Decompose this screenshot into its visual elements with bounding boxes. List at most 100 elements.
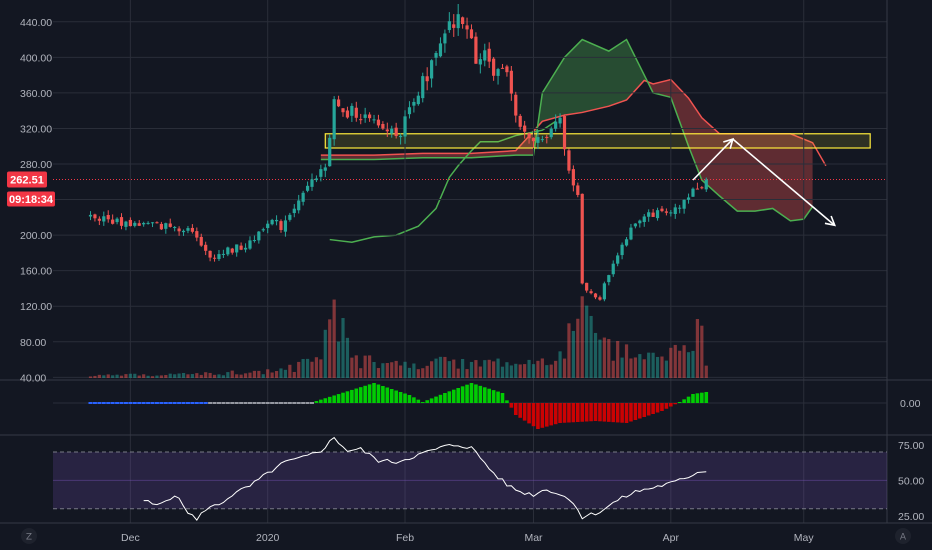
oscillator-bar: [576, 403, 580, 422]
volume-bar: [620, 357, 624, 378]
candle-body: [297, 200, 301, 211]
candle-body: [523, 125, 527, 132]
candle-body: [305, 185, 310, 191]
volume-bar: [554, 360, 558, 378]
volume-bar: [607, 339, 611, 378]
volume-bar: [465, 369, 469, 378]
candle-body: [106, 214, 110, 220]
volume-bar: [673, 344, 677, 378]
candle-body: [642, 216, 646, 223]
oscillator-bar: [416, 399, 421, 403]
oscillator-bar: [513, 403, 518, 415]
oscillator-bar: [434, 396, 438, 403]
candle-body: [474, 36, 478, 64]
volume-bar: [319, 359, 323, 378]
volume-bar: [279, 368, 283, 378]
volume-bar: [655, 356, 660, 378]
candle-body: [695, 188, 700, 190]
oscillator-signal-gray: [212, 402, 217, 404]
oscillator-signal-blue: [177, 402, 182, 404]
oscillator-bar: [509, 403, 514, 408]
volume-bar: [97, 374, 101, 378]
candle-body: [177, 228, 181, 232]
oscillator-bar: [443, 393, 447, 403]
candle-body: [593, 293, 598, 298]
zoom-icon[interactable]: [21, 528, 37, 544]
oscillator-signal-blue: [137, 402, 142, 404]
time-tick-label: Mar: [524, 532, 543, 544]
volume-bar: [212, 374, 217, 378]
volume-bar: [633, 357, 637, 378]
candle-body: [212, 257, 217, 259]
oscillator-bar: [465, 384, 469, 403]
oscillator-signal-blue: [88, 402, 93, 404]
candle-body: [111, 219, 115, 224]
volume-bar: [274, 371, 279, 378]
auto-scale-icon[interactable]: [895, 528, 911, 544]
volume-bar: [567, 323, 571, 378]
oscillator-bar: [407, 395, 412, 403]
candle-body: [492, 58, 496, 76]
volume-bar: [483, 360, 487, 378]
candle-body: [434, 53, 438, 58]
volume-bar: [164, 375, 168, 378]
oscillator-bar: [646, 403, 651, 416]
oscillator-bar: [389, 389, 394, 403]
volume-bar: [221, 375, 225, 378]
candle-body: [412, 101, 416, 106]
oscillator-signal-blue: [92, 402, 97, 404]
volume-bar: [580, 296, 584, 378]
volume-bar: [239, 374, 243, 378]
price-tick-label: 440.00: [20, 17, 52, 29]
candle-body: [328, 137, 332, 167]
candle-body: [119, 217, 124, 226]
time-tick-label: Dec: [121, 532, 140, 544]
oscillator-bar: [536, 403, 540, 429]
oscillator-signal-blue: [168, 402, 173, 404]
oscillator-bar: [615, 403, 620, 423]
oscillator-bar: [367, 384, 372, 403]
candle-body: [137, 223, 141, 226]
candle-body: [173, 227, 177, 229]
volume-bar: [195, 373, 199, 378]
volume-bar: [434, 358, 438, 378]
volume-bar: [642, 359, 646, 378]
oscillator-bar: [607, 403, 611, 422]
volume-bar: [562, 358, 567, 378]
oscillator-signal-blue: [106, 402, 111, 404]
volume-bar: [700, 325, 704, 378]
volume-bar: [438, 356, 443, 378]
candle-body: [540, 139, 544, 141]
volume-bar: [540, 358, 544, 378]
candle-body: [554, 121, 558, 129]
candle-body: [478, 59, 482, 65]
oscillator-bar: [531, 403, 536, 427]
oscillator-zero-label: 0.00: [900, 398, 921, 410]
candle-body: [700, 187, 704, 189]
bottom-toolbar: Z A: [21, 528, 911, 544]
volume-bar: [354, 355, 358, 378]
candle-body: [514, 94, 518, 116]
oscillator-bar: [553, 403, 558, 425]
oscillator-signal-gray: [256, 402, 261, 404]
volume-bar: [500, 366, 505, 378]
oscillator-signal-blue: [185, 402, 190, 404]
price-tick-label: 360.00: [20, 88, 52, 100]
volume-bar: [399, 365, 403, 378]
volume-bar: [155, 375, 159, 378]
bar-countdown-label: 09:18:34: [9, 194, 54, 206]
candle-body: [536, 137, 540, 143]
volume-bar: [611, 360, 615, 378]
candle-body: [199, 236, 203, 246]
volume-bar: [536, 360, 540, 378]
candle-body: [425, 76, 429, 82]
oscillator-bar: [629, 403, 633, 422]
oscillator-bar: [567, 403, 571, 423]
oscillator-signal-blue: [194, 402, 199, 404]
oscillator-signal-gray: [225, 402, 230, 404]
volume-bar: [323, 329, 327, 378]
volume-bar: [367, 355, 372, 378]
volume-bar: [230, 370, 234, 378]
